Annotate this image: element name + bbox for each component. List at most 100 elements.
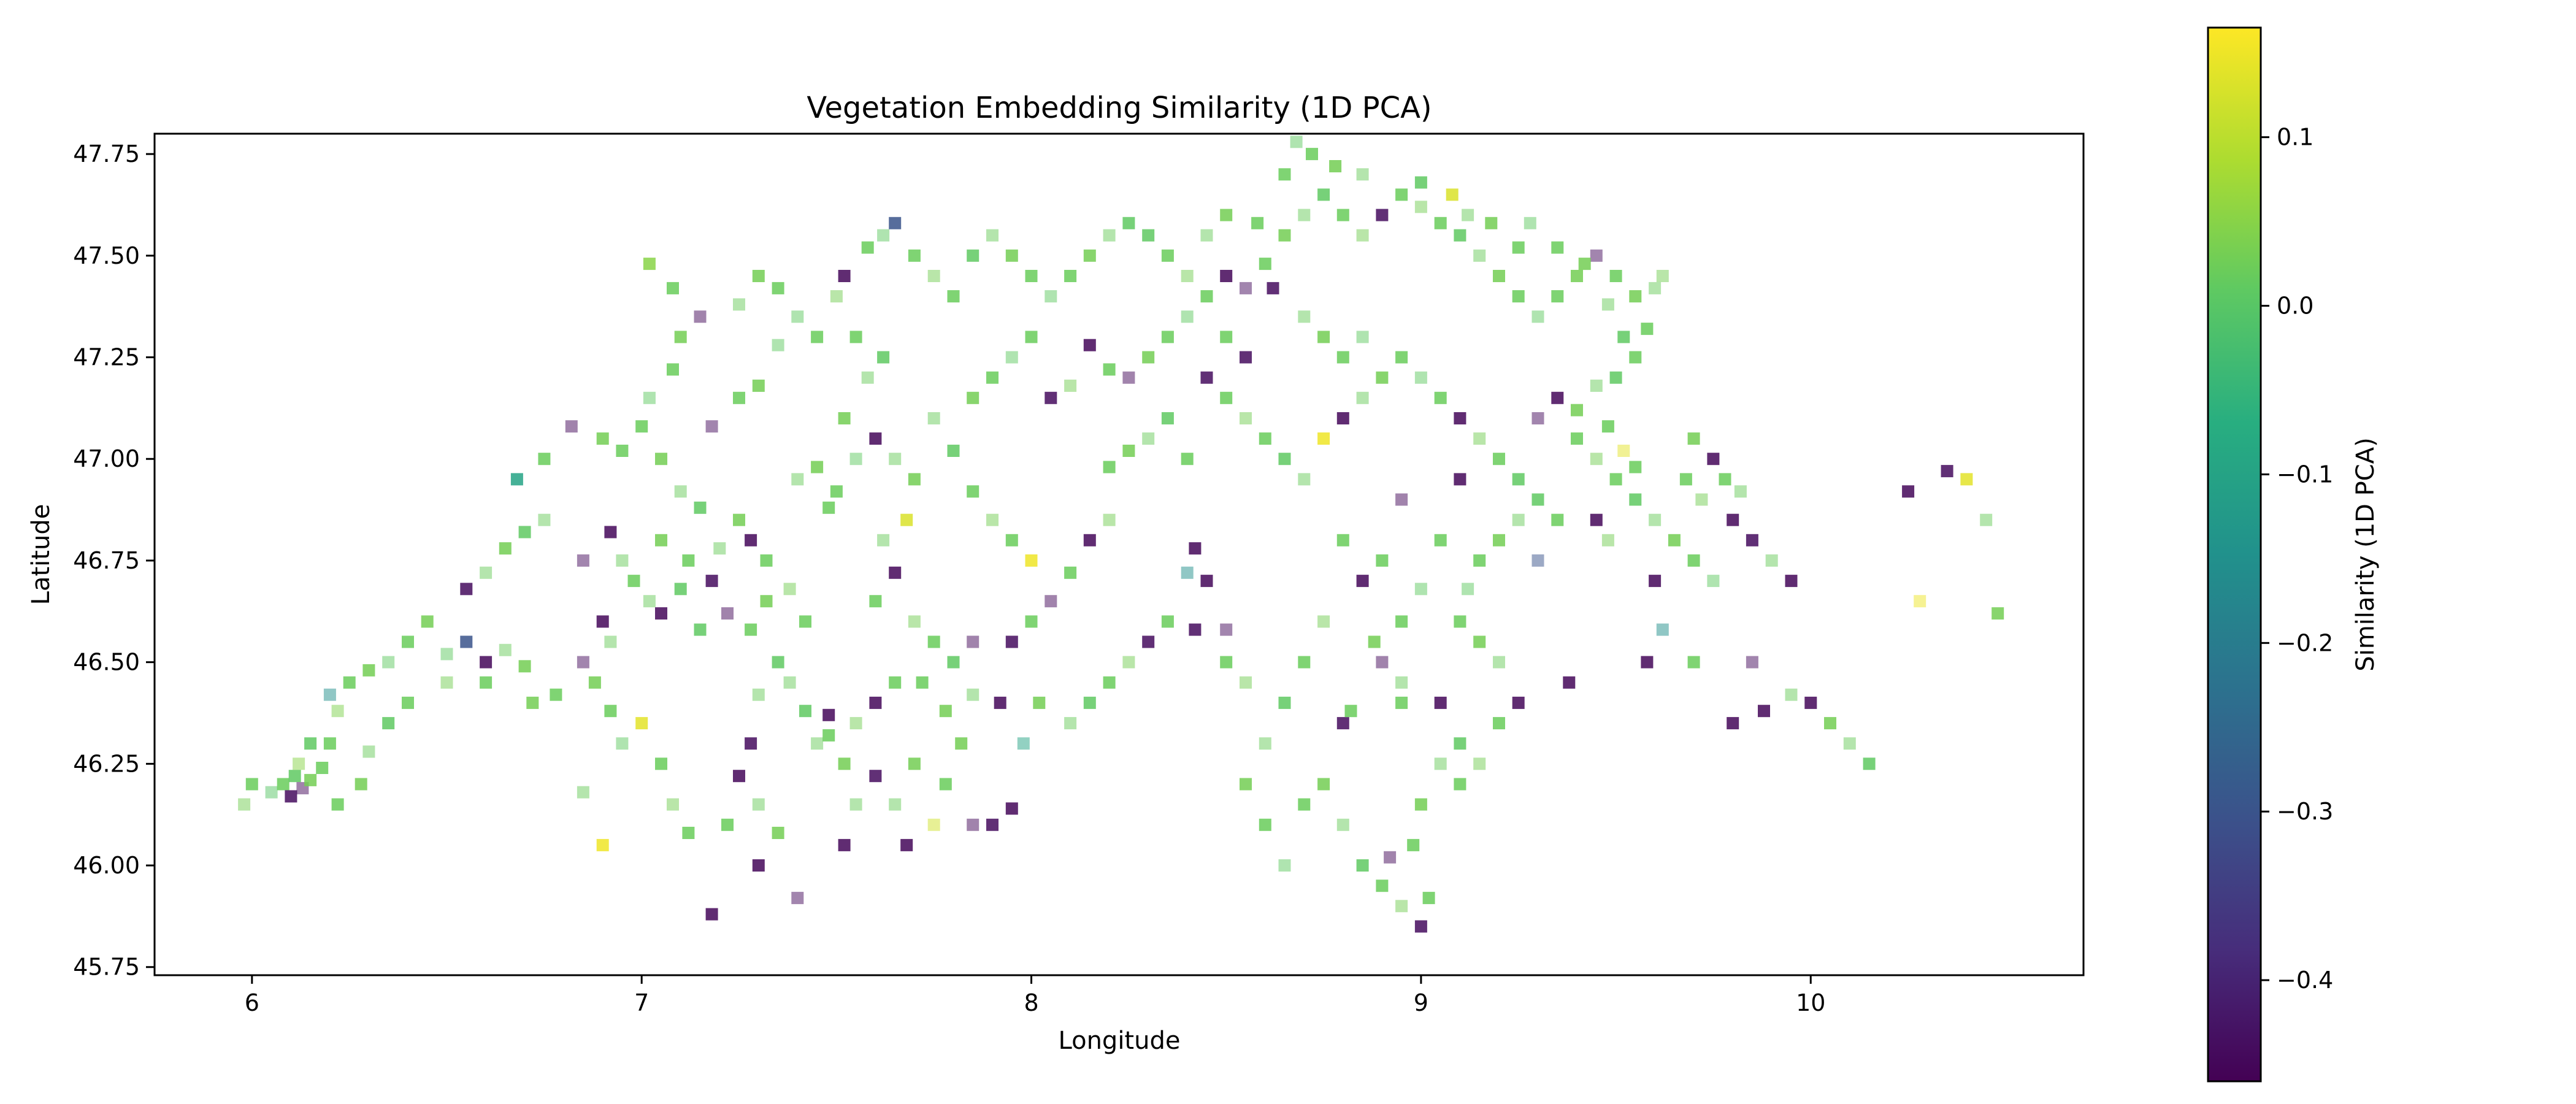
scatter-point — [616, 554, 629, 567]
scatter-point — [1298, 473, 1311, 486]
scatter-point — [772, 656, 784, 669]
scatter-point — [526, 696, 539, 709]
x-axis: 6 7 8 9 10 — [245, 975, 1825, 1016]
x-tick-label: 9 — [1414, 989, 1428, 1016]
scatter-point — [1991, 607, 2004, 620]
scatter-point — [791, 310, 804, 323]
scatter-point — [939, 778, 952, 791]
scatter-point — [1122, 371, 1135, 384]
scatter-point — [830, 485, 843, 498]
scatter-point — [1356, 229, 1369, 242]
scatter-point — [1590, 453, 1603, 466]
scatter-point — [1240, 676, 1252, 689]
scatter-point — [1649, 575, 1662, 588]
scatter-point — [480, 676, 493, 689]
scatter-point — [877, 229, 890, 242]
scatter-point — [643, 258, 656, 270]
scatter-point — [1601, 298, 1614, 311]
scatter-point — [1220, 656, 1233, 669]
scatter-point — [1317, 778, 1330, 791]
scatter-point — [1563, 676, 1576, 689]
scatter-point — [518, 526, 531, 539]
scatter-point — [643, 391, 656, 404]
scatter-point — [967, 485, 979, 498]
scatter-point — [1025, 615, 1038, 628]
scatter-point — [1122, 445, 1135, 457]
scatter-point — [1376, 880, 1389, 892]
scatter-point — [288, 770, 301, 783]
scatter-point — [733, 770, 745, 783]
scatter-point — [265, 786, 278, 799]
scatter-point — [1609, 473, 1622, 486]
scatter-point — [908, 615, 921, 628]
scatter-point — [1687, 432, 1700, 445]
scatter-point — [1103, 513, 1116, 526]
scatter-point — [1376, 554, 1389, 567]
scatter-point — [1005, 249, 1018, 262]
scatter-point — [1298, 656, 1311, 669]
scatter-point — [1122, 217, 1135, 229]
colorbar-tick-label: −0.2 — [2277, 629, 2333, 656]
scatter-point — [967, 818, 979, 831]
scatter-point — [1356, 331, 1369, 343]
scatter-point — [577, 786, 589, 799]
scatter-point — [967, 688, 979, 701]
scatter-point — [694, 501, 707, 514]
y-axis: 45.75 46.00 46.25 46.50 46.75 47.00 47.25 47.50… — [73, 140, 155, 981]
scatter-point — [1161, 412, 1174, 424]
y-tick-label: 46.50 — [73, 649, 140, 676]
scatter-point — [1259, 818, 1271, 831]
scatter-point — [331, 798, 344, 811]
scatter-point — [1317, 615, 1330, 628]
scatter-point — [238, 798, 251, 811]
scatter-point — [1240, 351, 1252, 364]
scatter-point — [596, 432, 609, 445]
scatter-point — [323, 688, 336, 701]
scatter-point — [1336, 534, 1349, 546]
scatter-point — [1251, 217, 1264, 229]
scatter-point — [877, 351, 890, 364]
scatter-point — [382, 717, 395, 730]
scatter-point — [577, 554, 589, 567]
scatter-point — [1336, 717, 1349, 730]
scatter-point — [967, 391, 979, 404]
scatter-point — [1083, 534, 1096, 546]
colorbar-tick-label: 0.0 — [2277, 293, 2313, 320]
scatter-point — [1161, 249, 1174, 262]
scatter-point — [877, 534, 890, 546]
y-tick-label: 47.50 — [73, 242, 140, 269]
scatter-point — [1785, 688, 1798, 701]
scatter-point — [1278, 229, 1291, 242]
scatter-point — [752, 859, 765, 872]
scatter-point — [1531, 310, 1544, 323]
scatter-point — [889, 566, 902, 579]
scatter-point — [1142, 432, 1155, 445]
scatter-point — [889, 798, 902, 811]
y-tick-label: 47.25 — [73, 344, 140, 371]
scatter-point — [1485, 217, 1498, 229]
scatter-point — [1454, 229, 1466, 242]
scatter-point — [1083, 249, 1096, 262]
scatter-point — [1220, 331, 1233, 343]
scatter-point — [830, 290, 843, 303]
scatter-point — [577, 656, 589, 669]
scatter-point — [745, 737, 757, 750]
scatter-point — [1122, 656, 1135, 669]
scatter-point — [822, 501, 835, 514]
scatter-point — [1454, 412, 1466, 424]
scatter-point — [1161, 331, 1174, 343]
scatter-point — [849, 798, 862, 811]
scatter-point — [927, 270, 940, 282]
scatter-point — [1142, 351, 1155, 364]
scatter-point — [721, 818, 734, 831]
scatter-point — [1590, 513, 1603, 526]
scatter-point — [1278, 453, 1291, 466]
scatter-point — [849, 453, 862, 466]
scatter-point — [1240, 778, 1252, 791]
scatter-point — [1298, 798, 1311, 811]
scatter-point — [635, 420, 648, 433]
scatter-point — [1551, 513, 1564, 526]
scatter-point — [1336, 351, 1349, 364]
scatter-point — [927, 412, 940, 424]
